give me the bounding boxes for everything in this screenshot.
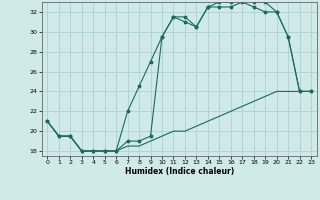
X-axis label: Humidex (Indice chaleur): Humidex (Indice chaleur) [124, 167, 234, 176]
